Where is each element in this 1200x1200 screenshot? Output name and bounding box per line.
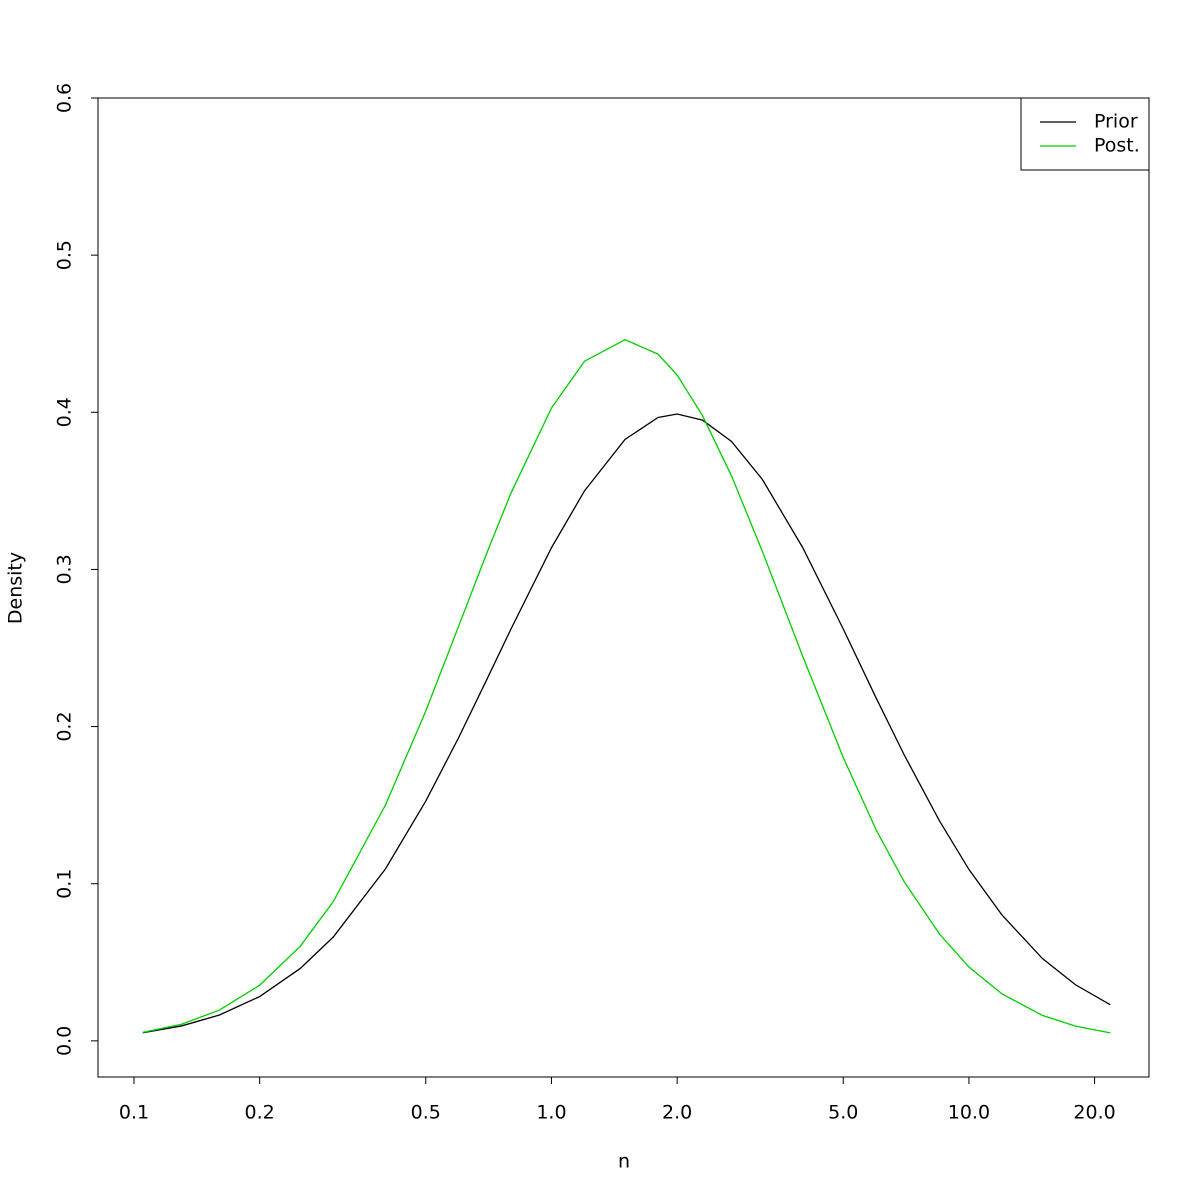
- y-tick-label: 0.6: [54, 83, 76, 113]
- series-line: [142, 413, 1111, 1034]
- x-tick-label: 5.0: [828, 1102, 858, 1124]
- y-tick-label: 0.5: [54, 240, 76, 270]
- x-tick-label: 20.0: [1073, 1102, 1115, 1124]
- x-tick-label: 1.0: [536, 1102, 566, 1124]
- legend-label: Prior: [1094, 111, 1138, 133]
- plot-frame: [97, 97, 1150, 1078]
- legend-label: Post.: [1094, 135, 1140, 157]
- x-tick-label: 10.0: [948, 1102, 990, 1124]
- x-tick-label: 0.1: [119, 1102, 149, 1124]
- x-tick-label: 2.0: [662, 1102, 692, 1124]
- x-tick-label: 0.5: [411, 1102, 441, 1124]
- y-axis-title: Density: [5, 552, 27, 624]
- y-tick-label: 0.2: [54, 711, 76, 741]
- y-tick-label: 0.3: [54, 554, 76, 584]
- legend-box: [1020, 97, 1150, 171]
- x-axis-title: n: [618, 1151, 630, 1173]
- x-tick-label: 0.2: [245, 1102, 275, 1124]
- y-tick-label: 0.1: [54, 869, 76, 899]
- y-tick-label: 0.4: [54, 397, 76, 427]
- series-line: [142, 338, 1111, 1034]
- y-tick-label: 0.0: [54, 1026, 76, 1056]
